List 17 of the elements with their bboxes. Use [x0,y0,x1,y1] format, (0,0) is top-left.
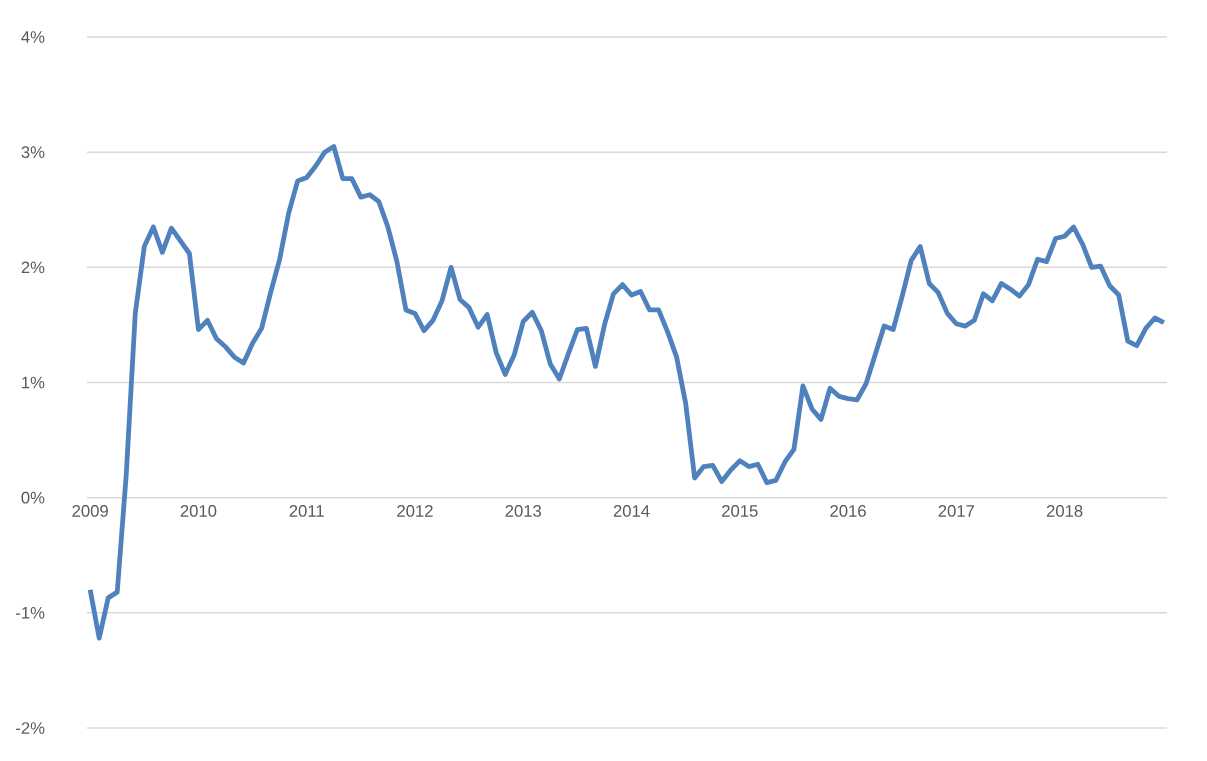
x-tick-label: 2018 [1046,505,1083,517]
y-tick-label: 1% [22,376,45,389]
x-tick-label: 2011 [289,505,324,517]
x-tick-label: 2014 [613,505,650,517]
y-tick-label: 2% [21,261,45,274]
y-tick-label: 0% [21,491,45,504]
x-tick-label: 2010 [180,505,217,517]
y-tick-label: -1% [16,607,45,619]
x-tick-label: 2012 [397,505,433,517]
x-tick-label: 2015 [722,505,758,517]
y-tick-label: 3% [21,146,45,159]
y-tick-label: -2% [16,722,45,734]
x-tick-label: 2009 [72,505,108,517]
x-tick-label: 2013 [505,505,542,517]
x-tick-label: 2016 [830,505,866,517]
x-tick-label: 2017 [938,505,975,517]
y-tick-label: 4% [21,31,45,43]
